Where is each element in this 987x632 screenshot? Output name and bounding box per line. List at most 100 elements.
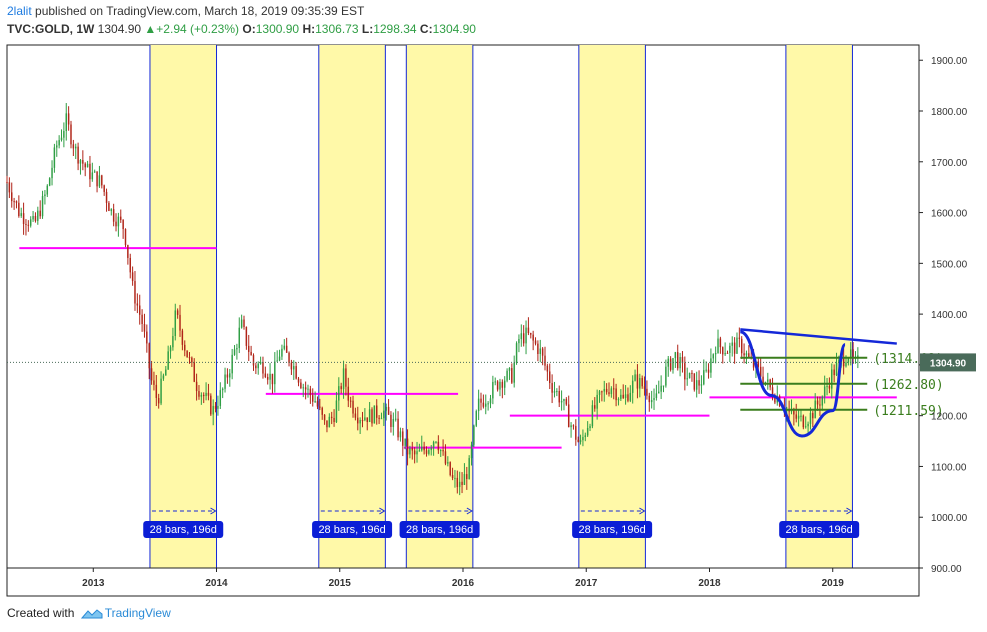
candle-body xyxy=(726,352,729,354)
candle-body xyxy=(157,397,160,404)
candle-body xyxy=(641,378,643,387)
x-tick-label: 2013 xyxy=(82,578,105,589)
candle-body xyxy=(771,387,774,398)
publish-info: 2lalit published on TradingView.com, Mar… xyxy=(7,4,364,18)
candle-body xyxy=(653,398,655,401)
candle-body xyxy=(257,363,259,369)
bar-count-badge xyxy=(399,521,480,538)
candle-body xyxy=(195,381,198,392)
author-link[interactable]: 2lalit xyxy=(7,4,32,18)
candle-body xyxy=(511,368,513,383)
y-tick-label: 1100.00 xyxy=(931,462,967,473)
candle-body xyxy=(198,391,200,397)
candle-body xyxy=(556,391,558,393)
candle-body xyxy=(283,345,286,349)
candle-body xyxy=(539,348,541,354)
candle-body xyxy=(307,388,309,390)
y-tick-label: 1400.00 xyxy=(931,310,968,321)
candle-body xyxy=(534,340,537,344)
candle-body xyxy=(437,441,440,451)
candle-body xyxy=(67,113,70,125)
candle-body xyxy=(634,374,636,381)
symbol-label: TVC:GOLD, 1W xyxy=(7,22,95,36)
candle-body xyxy=(809,412,812,424)
candle-body xyxy=(217,405,219,409)
highlight-band xyxy=(406,45,473,568)
candle-body xyxy=(541,348,544,356)
candle-body xyxy=(143,324,146,332)
candle-body xyxy=(86,163,89,168)
candle-body xyxy=(842,357,845,367)
candle-body xyxy=(136,303,139,306)
candle-body xyxy=(269,373,271,380)
candle-body xyxy=(563,399,565,401)
last-price: 1304.90 xyxy=(97,22,142,36)
x-tick-label: 2019 xyxy=(822,578,845,589)
candle-body xyxy=(570,425,572,428)
candle-body xyxy=(266,376,269,380)
candle-body xyxy=(51,167,53,179)
arrow-head-icon xyxy=(210,507,217,515)
candle-body xyxy=(60,137,63,141)
candle-body xyxy=(489,398,492,404)
tradingview-brand[interactable]: TradingView xyxy=(104,606,171,620)
candle-body xyxy=(27,224,30,226)
candle-body xyxy=(620,394,622,399)
candle-body xyxy=(335,400,338,423)
candle-body xyxy=(553,391,556,393)
candle-body xyxy=(77,146,79,164)
candle-body xyxy=(74,146,77,149)
candle-body xyxy=(639,378,641,389)
candle-body xyxy=(380,418,383,420)
candle-body xyxy=(845,362,847,367)
candle-body xyxy=(20,213,22,216)
candle-body xyxy=(300,382,302,388)
candle-body xyxy=(238,327,241,349)
candle-body xyxy=(288,352,290,363)
candle-body xyxy=(418,450,421,452)
candle-body xyxy=(84,163,86,168)
candle-body xyxy=(660,385,662,392)
candle-body xyxy=(89,163,91,180)
candle-body xyxy=(807,423,809,427)
candle-body xyxy=(281,348,283,357)
candle-body xyxy=(428,450,430,454)
candle-body xyxy=(274,361,276,385)
candle-body xyxy=(406,438,409,455)
candle-body xyxy=(622,394,624,398)
candle-body xyxy=(795,414,797,419)
candle-body xyxy=(167,351,169,370)
candle-body xyxy=(549,371,551,384)
candle-body xyxy=(577,439,579,442)
candle-body xyxy=(413,450,416,455)
candle-body xyxy=(432,441,435,449)
candle-body xyxy=(207,392,210,396)
candle-body xyxy=(37,210,39,221)
candle-body xyxy=(767,379,769,382)
candle-body xyxy=(492,381,494,399)
candle-body xyxy=(546,365,549,372)
candle-body xyxy=(615,388,617,401)
candle-body xyxy=(82,159,84,164)
high-label: H: xyxy=(302,22,316,36)
candle-body xyxy=(371,409,373,424)
candle-body xyxy=(129,257,131,273)
candle-body xyxy=(717,338,719,354)
candle-body xyxy=(48,178,51,186)
candle-body xyxy=(816,400,819,405)
candle-body xyxy=(560,400,563,403)
candle-body xyxy=(605,388,608,393)
candle-body xyxy=(480,398,482,403)
candle-body xyxy=(297,378,300,383)
candle-body xyxy=(259,362,262,364)
current-price-label: 1304.90 xyxy=(920,353,976,372)
candle-body xyxy=(153,380,155,385)
candle-body xyxy=(63,130,65,138)
candle-body xyxy=(575,426,577,440)
candle-body xyxy=(276,360,278,362)
candle-body xyxy=(96,171,98,187)
candle-body xyxy=(321,407,323,415)
candle-body xyxy=(127,245,129,258)
candle-body xyxy=(442,450,444,452)
